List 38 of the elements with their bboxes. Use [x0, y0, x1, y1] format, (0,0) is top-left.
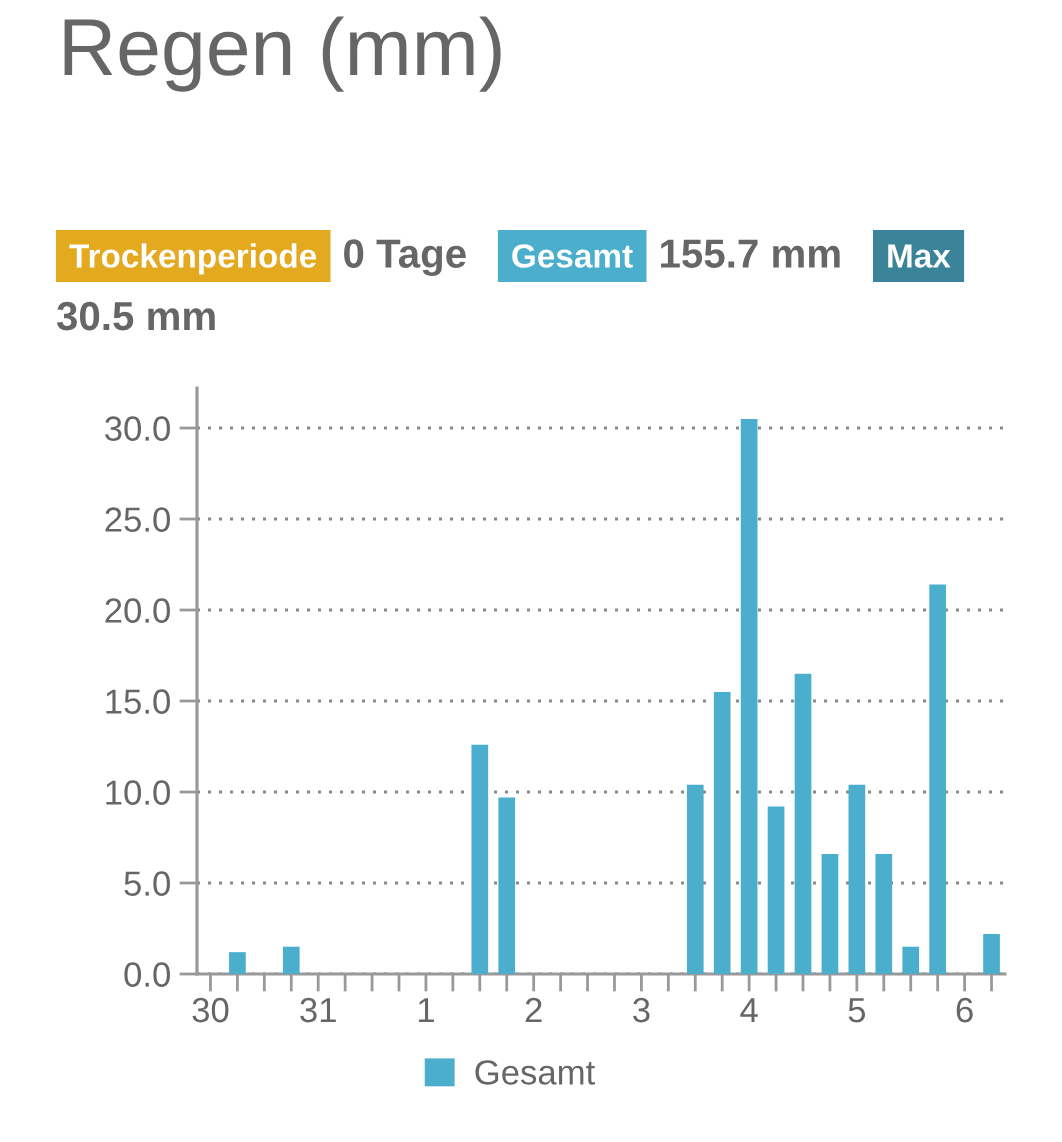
bar: [821, 853, 839, 974]
bar: [282, 946, 300, 974]
x-tick-label: 30: [192, 997, 229, 1023]
y-tick-label: 0.0: [124, 962, 170, 987]
y-tick-label: 5.0: [124, 871, 170, 896]
x-tick-label: 1: [418, 998, 434, 1023]
bar: [767, 806, 785, 974]
x-tick-label: 4: [740, 998, 758, 1023]
bar: [713, 691, 731, 974]
text: Gesamt: [512, 244, 633, 268]
x-tick-label: 6: [956, 997, 973, 1023]
y-tick-label: 25.0: [105, 507, 170, 532]
x-tick-label: 3: [633, 997, 650, 1023]
bar: [471, 744, 489, 974]
bar: [229, 952, 246, 974]
x-tick-label: 2: [525, 997, 542, 1023]
text: Max: [888, 244, 951, 268]
x-tick-label: 5: [848, 998, 866, 1023]
text: 155.7 mm: [661, 239, 840, 268]
bar: [686, 784, 704, 974]
bar: [794, 673, 812, 974]
bar: [740, 418, 758, 974]
bar: [848, 784, 866, 974]
bar: [902, 946, 920, 974]
y-tick-label: 20.0: [105, 598, 170, 623]
y-tick-label: 15.0: [106, 689, 170, 714]
text: Trockenperiode: [69, 243, 317, 275]
bar: [498, 797, 516, 974]
legend-label: Gesamt: [475, 1060, 596, 1085]
y-tick-label: 10.0: [106, 780, 170, 805]
bar: [983, 933, 1000, 974]
chart-title: Regen (mm): [64, 16, 501, 92]
bar: [929, 584, 947, 974]
text: 30.5 mm: [56, 301, 215, 331]
text: 0 Tage: [344, 239, 466, 277]
x-tick-label: 31: [300, 997, 336, 1023]
y-tick-label: 30.0: [105, 416, 170, 441]
bar: [875, 853, 893, 974]
